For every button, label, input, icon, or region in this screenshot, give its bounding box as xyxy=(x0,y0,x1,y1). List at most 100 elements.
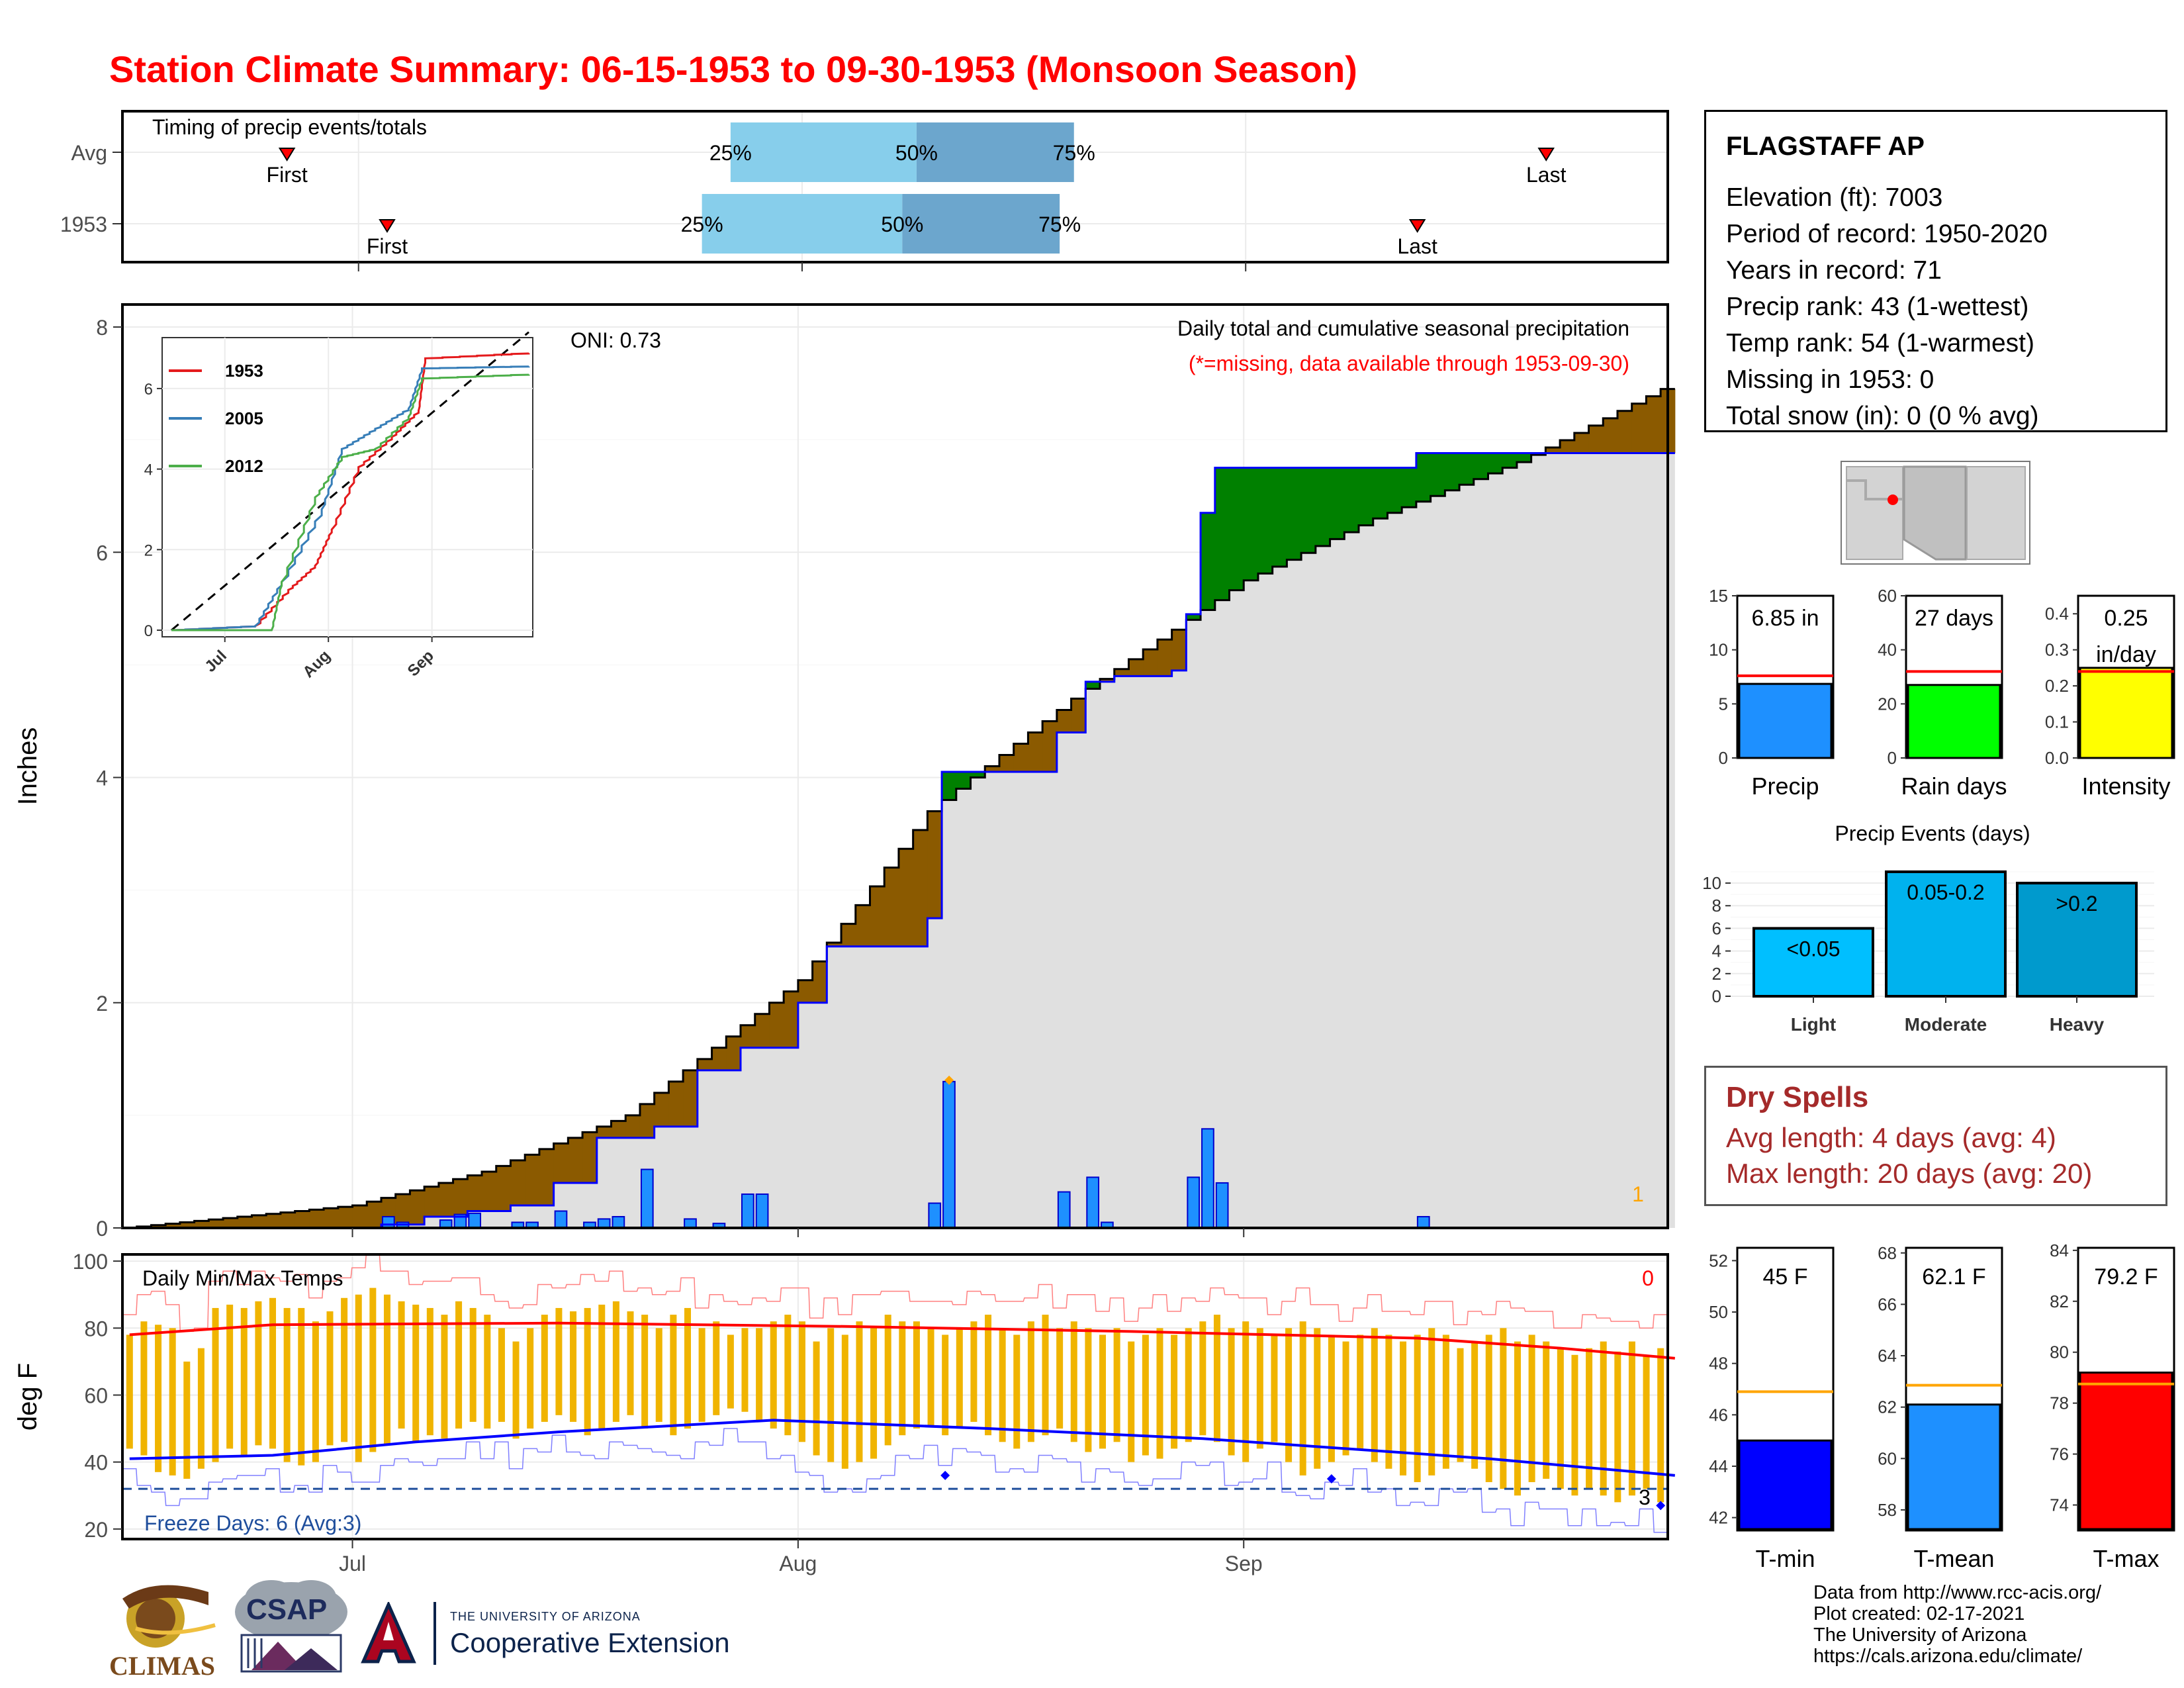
temp-daily-bar xyxy=(255,1301,262,1446)
mini-temp-ytick-label: 74 xyxy=(2050,1495,2069,1515)
temp-daily-bar xyxy=(527,1328,534,1429)
temp-daily-bar xyxy=(298,1307,305,1466)
temp-xtick-label: Jul xyxy=(339,1552,366,1575)
precip-daily-bar xyxy=(1201,1128,1214,1229)
dry-spells-box: Dry Spells Avg length: 4 days (avg: 4) M… xyxy=(1704,1066,2167,1206)
precip-anomaly-area xyxy=(1272,467,1287,567)
precip-anomaly-area xyxy=(1100,679,1115,682)
precip-anomaly-area xyxy=(985,766,1000,773)
mini-precip-ytick-label: 5 xyxy=(1719,694,1728,714)
precip-anomaly-area xyxy=(855,905,870,947)
temp-daily-bar xyxy=(1342,1341,1349,1456)
temp-daily-bar xyxy=(1113,1328,1120,1442)
precip-anomaly-area xyxy=(827,943,842,947)
temp-daily-bar xyxy=(1571,1354,1578,1496)
temp-daily-bar xyxy=(1042,1315,1049,1436)
temp-daily-bar xyxy=(741,1328,749,1412)
temp-daily-bar xyxy=(1428,1328,1435,1476)
precip-daily-bar xyxy=(942,1080,956,1229)
freeze-day-marker xyxy=(940,1470,950,1480)
precip-anomaly-area xyxy=(1301,467,1316,553)
mini-temp-ytick-label: 60 xyxy=(1878,1448,1897,1468)
mini-temp-ytick-label: 50 xyxy=(1709,1302,1728,1322)
nevada-shape xyxy=(1846,466,1903,499)
temp-daily-bar xyxy=(870,1328,878,1459)
inset-legend-label: 2012 xyxy=(225,456,263,476)
precip-anomaly-area xyxy=(1502,453,1518,468)
temp-daily-bar xyxy=(684,1307,692,1429)
precip-max-marker xyxy=(944,1075,954,1085)
temp-daily-bar xyxy=(1357,1335,1364,1449)
temp-daily-bar xyxy=(126,1335,133,1449)
mini-precip-ytick-label: 0 xyxy=(1888,748,1897,768)
events-title: Precip Events (days) xyxy=(1835,821,2030,845)
temp-daily-bar xyxy=(612,1301,619,1422)
precip-anomaly-area xyxy=(1603,418,1618,453)
precip-anomaly-area xyxy=(208,1219,224,1228)
station-years: Years in record: 71 xyxy=(1726,256,1942,285)
dry-spells-max: Max length: 20 days (avg: 20) xyxy=(1726,1158,2093,1189)
temp-daily-bar xyxy=(1171,1335,1178,1449)
precip-anomaly-area xyxy=(453,1179,468,1217)
precip-anomaly-area xyxy=(482,1171,497,1211)
precip-anomaly-area xyxy=(1028,732,1043,773)
temp-record-high-line xyxy=(122,1254,1668,1333)
temp-daily-bar xyxy=(856,1321,863,1462)
timing-title: Timing of precip events/totals xyxy=(152,115,427,139)
precip-anomaly-area xyxy=(1071,698,1086,733)
dry-spells-title: Dry Spells xyxy=(1726,1081,1869,1113)
mini-precip-charts: 0 5 10 15 6.85 in Precip 0 20 40 60 27 days Rain da… xyxy=(1709,586,2175,800)
mini-temp-bar-1 xyxy=(1907,1403,2001,1530)
temp-daily-bar xyxy=(1314,1328,1321,1469)
freeze-count-label: 3 xyxy=(1639,1485,1651,1509)
temp-daily-bar xyxy=(355,1294,362,1462)
temp-daily-bar xyxy=(1070,1321,1077,1442)
mini-temp-ytick-label: 52 xyxy=(1709,1250,1728,1270)
precip-anomaly-area xyxy=(165,1223,181,1228)
mini-temp-ytick-label: 42 xyxy=(1709,1508,1728,1528)
footer-line-created: Plot created: 02-17-2021 xyxy=(1813,1603,2025,1624)
precip-daily-bar xyxy=(612,1215,625,1229)
precip-anomaly-area xyxy=(525,1154,540,1205)
temp-daily-bar xyxy=(212,1307,219,1462)
temp-daily-bar xyxy=(1471,1341,1479,1469)
mini-precip-value-label-2: 0.25 xyxy=(2104,606,2148,631)
temp-daily-bar xyxy=(469,1307,477,1422)
precip-note-missing: (*=missing, data available through 1953-… xyxy=(1189,352,1629,375)
events-ytick-label: 2 xyxy=(1712,964,1721,984)
mini-temp-ytick-label: 44 xyxy=(1709,1456,1728,1476)
mini-precip-ytick-label: 0.1 xyxy=(2045,712,2069,732)
precip-anomaly-area xyxy=(410,1190,425,1225)
precip-anomaly-area xyxy=(1516,453,1532,463)
precip-daily-bar xyxy=(1416,1215,1430,1229)
precip-anomaly-area xyxy=(1631,403,1647,453)
inset-legend-label: 2005 xyxy=(225,408,263,428)
temp-daily-bar xyxy=(784,1315,792,1436)
precip-anomaly-area xyxy=(1574,432,1590,453)
precip-anomaly-area xyxy=(539,1149,555,1205)
temp-xtick-label: Aug xyxy=(779,1552,817,1575)
mini-precip-ytick-label: 20 xyxy=(1878,694,1897,714)
temp-daily-bar xyxy=(1099,1335,1106,1449)
precip-anomaly-area xyxy=(898,849,914,947)
precip-ytick-label: 2 xyxy=(96,992,108,1015)
temp-ytick-label: 100 xyxy=(73,1250,108,1274)
timing-bar-q3-1 xyxy=(902,194,1060,254)
footer-line-university: The University of Arizona xyxy=(1813,1624,2027,1646)
precip-anomaly-area xyxy=(1186,614,1201,620)
events-bar-heavy xyxy=(2016,882,2138,998)
ua-logo-divider xyxy=(433,1602,436,1665)
temp-daily-bar xyxy=(1328,1335,1335,1462)
temp-daily-bar xyxy=(1242,1321,1250,1462)
precip-anomaly-area xyxy=(1617,410,1633,453)
events-bar-moderate xyxy=(1885,870,2007,998)
temp-daily-bar xyxy=(1528,1335,1535,1482)
precip-chart: 0 2 4 6 8 Inches ONI: 0.73 Daily total and cumu… xyxy=(13,303,1676,1241)
precip-daily-bar xyxy=(1187,1176,1201,1229)
temp-daily-bar xyxy=(756,1328,763,1422)
csap-logo: CSAP xyxy=(232,1579,351,1678)
precip-ytick-label: 6 xyxy=(96,541,108,565)
temp-daily-bar xyxy=(1543,1341,1550,1479)
precip-y-axis-label: Inches xyxy=(13,727,42,806)
temp-panel-title: Daily Min/Max Temps xyxy=(142,1266,343,1290)
